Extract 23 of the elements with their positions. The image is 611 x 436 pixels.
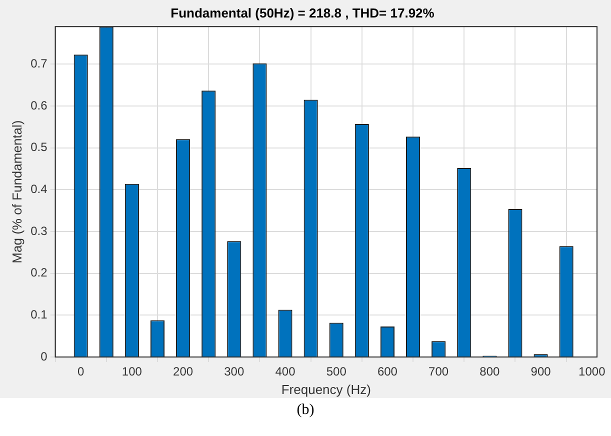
x-tick-label: 0 [77, 364, 84, 379]
y-tick-label: 0.5 [30, 140, 48, 154]
x-tick-label: 700 [428, 364, 449, 379]
y-tick-label: 0.2 [30, 266, 48, 280]
x-axis-title: Frequency (Hz) [281, 382, 371, 397]
x-tick-label: 200 [173, 364, 194, 379]
chart-title: Fundamental (50Hz) = 218.8 , THD= 17.92% [170, 5, 435, 20]
x-tick-label: 900 [530, 364, 552, 379]
x-tick-label: 1000 [578, 364, 606, 379]
y-tick-label: 0.7 [30, 56, 48, 71]
x-tick-label: 800 [480, 364, 500, 379]
text: (b) [296, 402, 316, 419]
x-tick-label: 300 [224, 364, 244, 379]
y-tick-label: 0.1 [30, 307, 48, 322]
y-tick-label: 0.4 [30, 182, 48, 196]
x-tick-label: 100 [122, 364, 142, 379]
y-tick-label: 0.6 [30, 98, 48, 112]
x-tick-label: 600 [377, 364, 398, 379]
x-tick-label: 500 [326, 364, 347, 379]
y-tick-label: 0.3 [30, 224, 48, 238]
x-tick-label: 400 [275, 364, 296, 379]
y-tick-label: 0 [40, 349, 48, 364]
y-axis-title: Mag (% of Fundamental) [9, 120, 24, 264]
